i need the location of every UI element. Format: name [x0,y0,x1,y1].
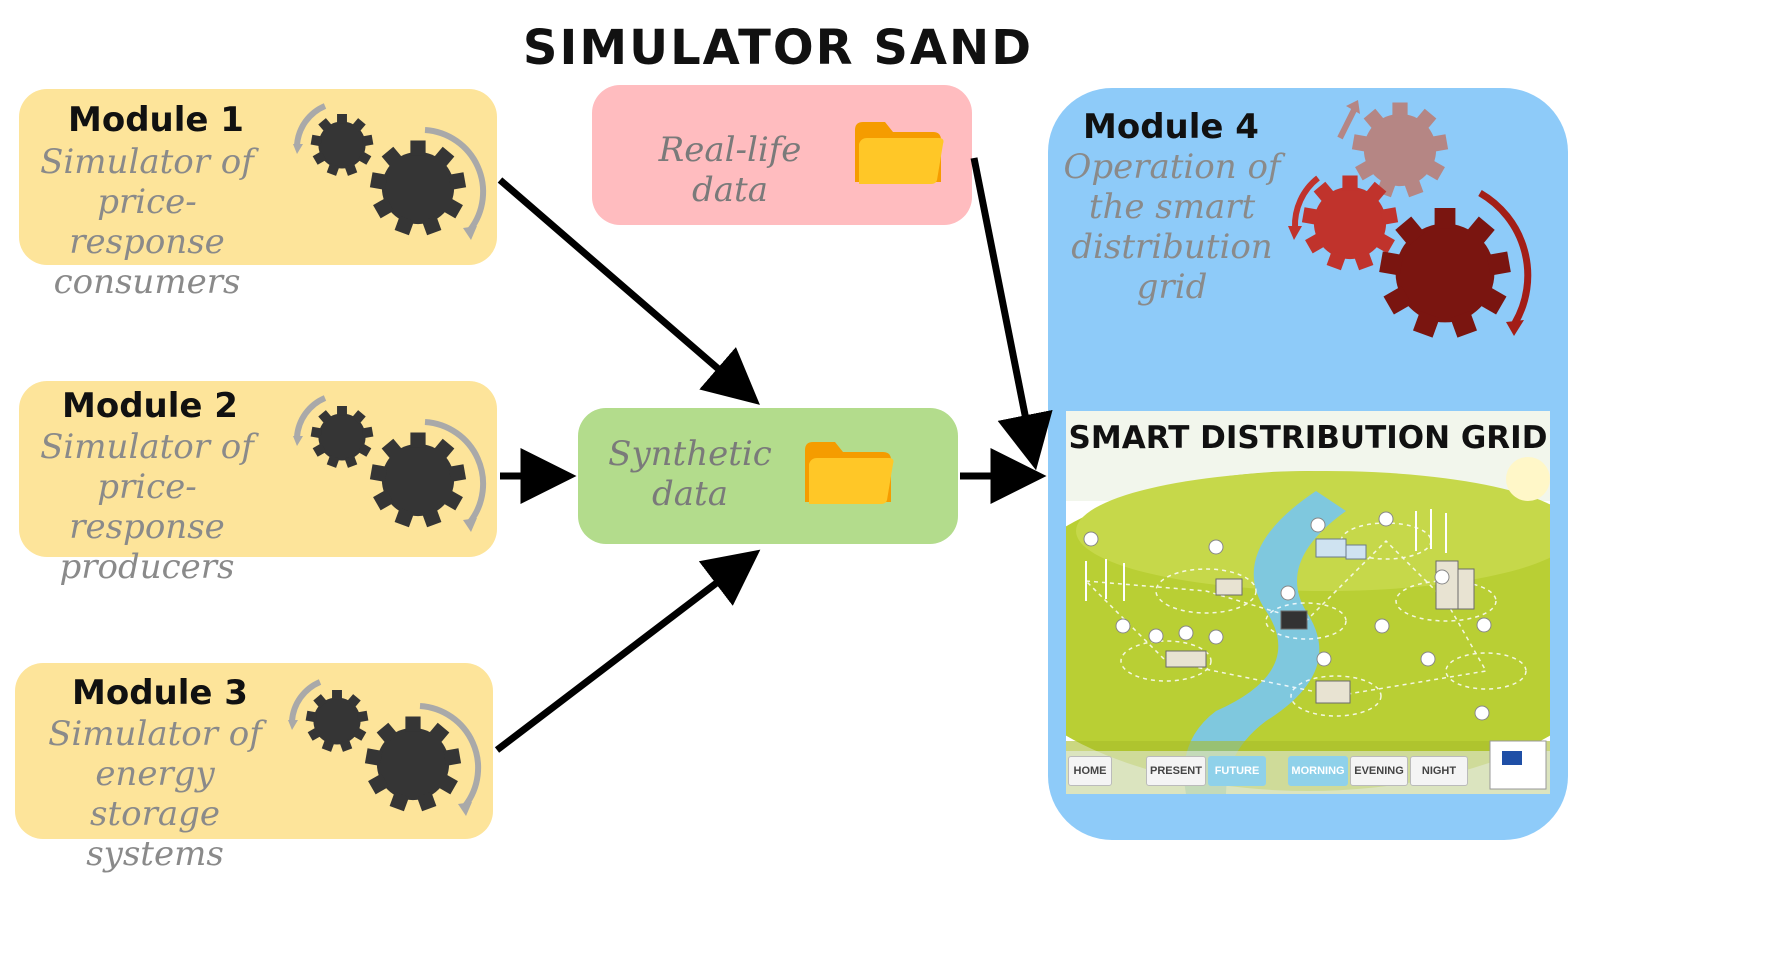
present-button[interactable]: PRESENT [1146,756,1206,786]
real-life-data-label: Real-life data [658,130,802,210]
smart-grid-illustration [1066,411,1550,794]
module-3-description: Simulator of energy storage systems [48,714,262,874]
gears-icon [293,103,487,240]
module-3-title: Module 3 [72,673,248,713]
module-2-description: Simulator of price-response producers [40,427,254,587]
gears-icon [293,395,487,532]
gears-icon [1288,100,1532,338]
page-title: SIMULATOR SAND [522,20,1034,76]
module-4-title: Module 4 [1083,107,1259,147]
morning-button[interactable]: MORNING [1288,756,1348,786]
module-2-title: Module 2 [62,386,238,426]
synthetic-data-box [578,408,958,544]
evening-button[interactable]: EVENING [1350,756,1408,786]
future-button[interactable]: FUTURE [1208,756,1266,786]
arrow-realdata-to-module4 [970,157,1053,471]
night-button[interactable]: NIGHT [1410,756,1468,786]
module-4-description: Operation of the smart distribution grid [1063,147,1281,307]
home-button[interactable]: HOME [1068,756,1112,786]
module-1-title: Module 1 [68,100,244,140]
smart-grid-title: SMART DISTRIBUTION GRID [1068,420,1548,456]
arrow-module3-to-synthetic [494,549,761,753]
gears-icon [288,679,482,816]
arrow-module1-to-synthetic [497,177,760,405]
module-1-description: Simulator of price-response consumers [40,142,254,302]
synthetic-data-label: Synthetic data [608,434,772,514]
